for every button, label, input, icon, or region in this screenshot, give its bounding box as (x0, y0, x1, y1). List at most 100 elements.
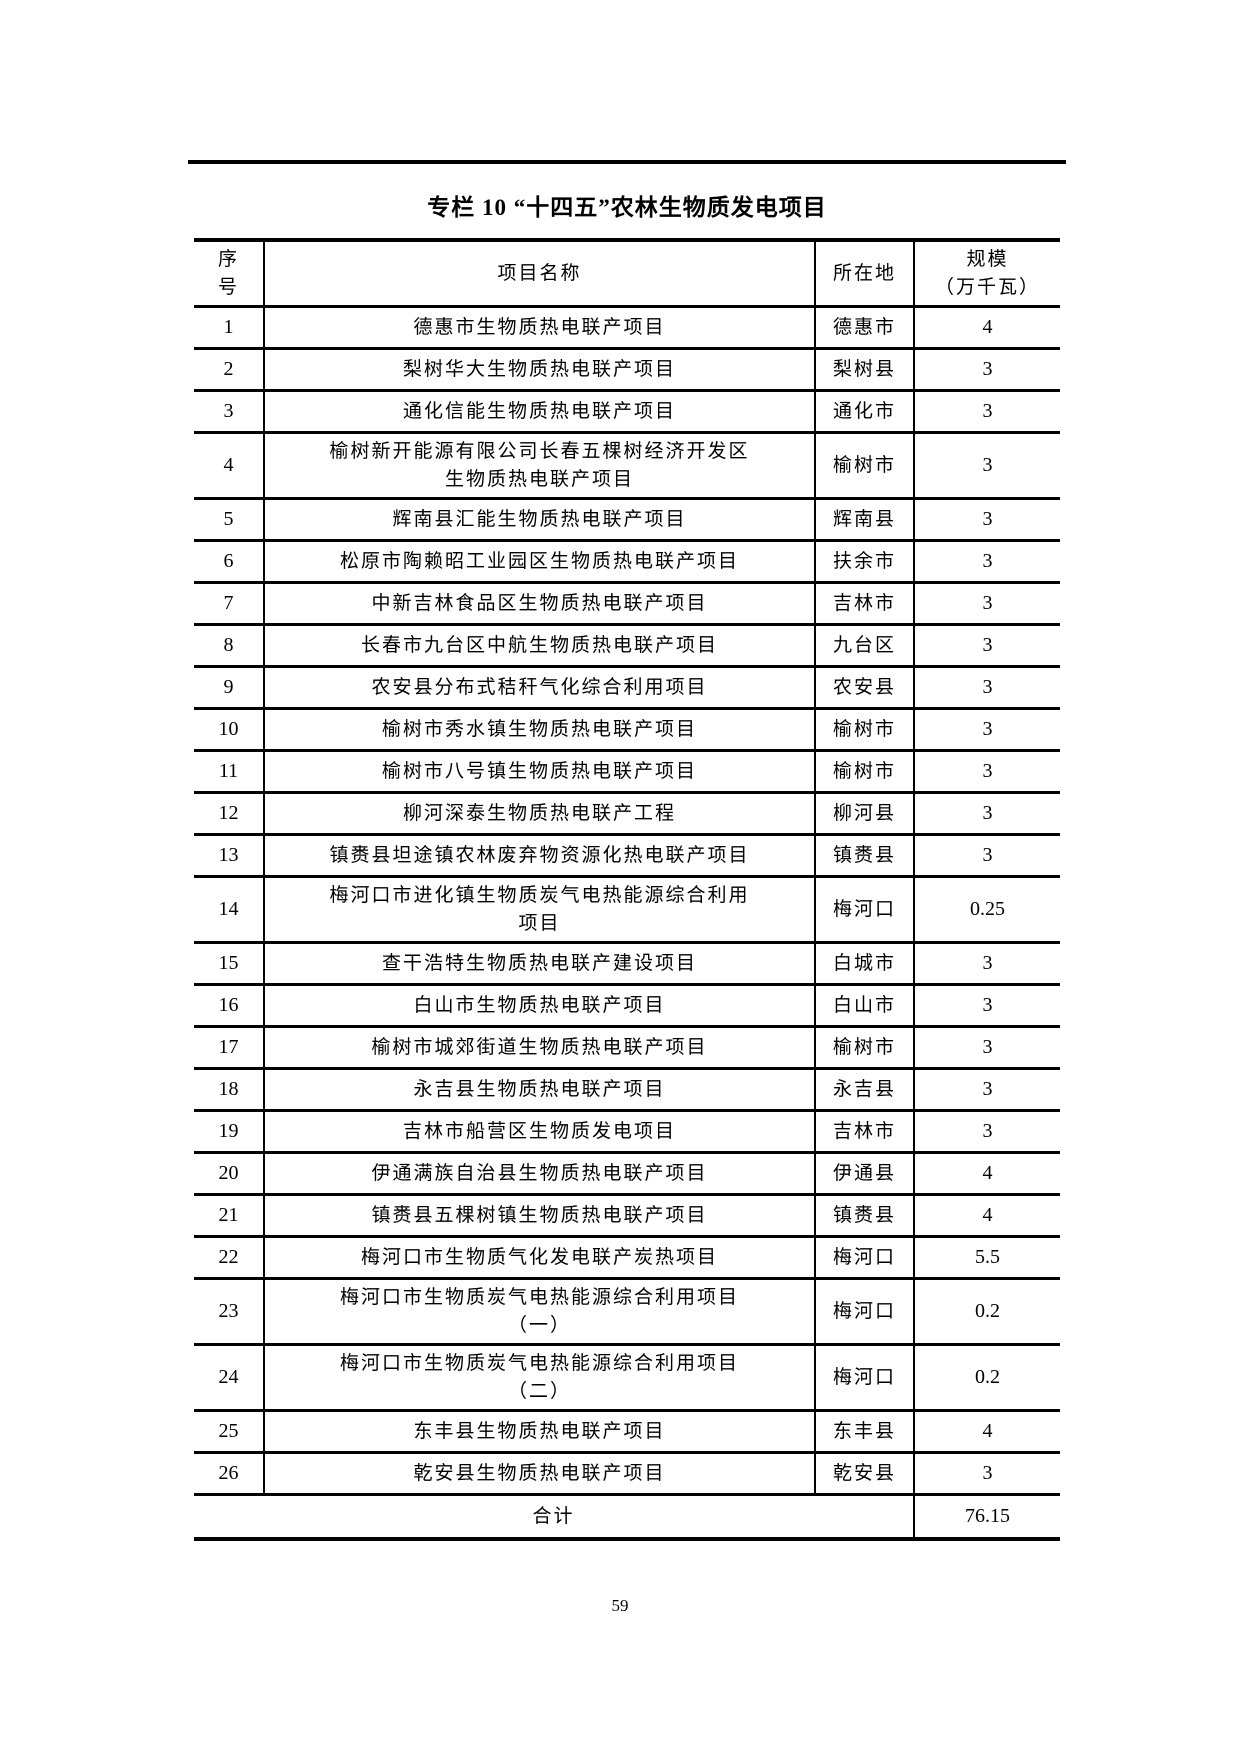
cell-scale: 3 (913, 791, 1060, 837)
table-row: 12 柳河深泰生物质热电联产工程 柳河县 3 (194, 791, 1060, 837)
cell-index: 1 (194, 305, 265, 351)
cell-location: 梅河口 (814, 875, 915, 945)
total-value: 76.15 (913, 1493, 1060, 1541)
table-row: 16 白山市生物质热电联产项目 白山市 3 (194, 983, 1060, 1029)
cell-location: 伊通县 (814, 1151, 915, 1197)
cell-scale: 3 (913, 539, 1060, 585)
cell-index: 15 (194, 941, 265, 987)
cell-scale: 3 (913, 665, 1060, 711)
cell-scale: 4 (913, 1409, 1060, 1455)
box-top-rule (188, 160, 1066, 164)
table-row: 23 梅河口市生物质炭气电热能源综合利用项目 （一） 梅河口 0.2 (194, 1277, 1060, 1347)
cell-location: 扶余市 (814, 539, 915, 585)
cell-project-name: 榆树市秀水镇生物质热电联产项目 (263, 707, 816, 753)
cell-scale: 4 (913, 1151, 1060, 1197)
cell-location: 榆树市 (814, 1025, 915, 1071)
cell-location: 梨树县 (814, 347, 915, 393)
cell-location: 通化市 (814, 389, 915, 435)
cell-scale: 3 (913, 623, 1060, 669)
cell-scale: 3 (913, 1451, 1060, 1497)
cell-index: 18 (194, 1067, 265, 1113)
table-row: 15 查干浩特生物质热电联产建设项目 白城市 3 (194, 941, 1060, 987)
cell-scale: 5.5 (913, 1235, 1060, 1281)
cell-location: 乾安县 (814, 1451, 915, 1497)
cell-project-name: 乾安县生物质热电联产项目 (263, 1451, 816, 1497)
cell-index: 5 (194, 497, 265, 543)
cell-location: 德惠市 (814, 305, 915, 351)
page-title: 专栏 10 “十四五”农林生物质发电项目 (427, 195, 827, 220)
cell-scale: 3 (913, 1067, 1060, 1113)
cell-project-name: 长春市九台区中航生物质热电联产项目 (263, 623, 816, 669)
cell-location: 榆树市 (814, 431, 915, 501)
cell-scale: 3 (913, 707, 1060, 753)
cell-index: 4 (194, 431, 265, 501)
cell-scale: 3 (913, 581, 1060, 627)
cell-index: 19 (194, 1109, 265, 1155)
cell-project-name: 德惠市生物质热电联产项目 (263, 305, 816, 351)
cell-scale: 0.2 (913, 1343, 1060, 1413)
cell-project-name: 镇赉县五棵树镇生物质热电联产项目 (263, 1193, 816, 1239)
cell-project-name: 通化信能生物质热电联产项目 (263, 389, 816, 435)
cell-location: 吉林市 (814, 1109, 915, 1155)
cell-index: 13 (194, 833, 265, 879)
cell-location: 镇赉县 (814, 833, 915, 879)
cell-location: 榆树市 (814, 749, 915, 795)
cell-project-name: 东丰县生物质热电联产项目 (263, 1409, 816, 1455)
cell-project-name: 榆树市八号镇生物质热电联产项目 (263, 749, 816, 795)
cell-scale: 3 (913, 1025, 1060, 1071)
cell-scale: 3 (913, 347, 1060, 393)
table-row: 24 梅河口市生物质炭气电热能源综合利用项目 （二） 梅河口 0.2 (194, 1343, 1060, 1413)
cell-index: 23 (194, 1277, 265, 1347)
cell-scale: 4 (913, 305, 1060, 351)
cell-location: 柳河县 (814, 791, 915, 837)
table-row: 13 镇赉县坦途镇农林废弃物资源化热电联产项目 镇赉县 3 (194, 833, 1060, 879)
cell-location: 镇赉县 (814, 1193, 915, 1239)
cell-index: 26 (194, 1451, 265, 1497)
cell-scale: 3 (913, 749, 1060, 795)
cell-scale: 0.25 (913, 875, 1060, 945)
cell-location: 白山市 (814, 983, 915, 1029)
cell-project-name: 榆树新开能源有限公司长春五棵树经济开发区 生物质热电联产项目 (263, 431, 816, 501)
cell-index: 16 (194, 983, 265, 1029)
cell-scale: 3 (913, 941, 1060, 987)
cell-project-name: 白山市生物质热电联产项目 (263, 983, 816, 1029)
cell-project-name: 辉南县汇能生物质热电联产项目 (263, 497, 816, 543)
table-row: 2 梨树华大生物质热电联产项目 梨树县 3 (194, 347, 1060, 393)
cell-project-name: 中新吉林食品区生物质热电联产项目 (263, 581, 816, 627)
table-row: 6 松原市陶赖昭工业园区生物质热电联产项目 扶余市 3 (194, 539, 1060, 585)
table-row: 8 长春市九台区中航生物质热电联产项目 九台区 3 (194, 623, 1060, 669)
page-number: 59 (611, 1596, 629, 1615)
table-row: 21 镇赉县五棵树镇生物质热电联产项目 镇赉县 4 (194, 1193, 1060, 1239)
cell-location: 梅河口 (814, 1343, 915, 1413)
table-row: 3 通化信能生物质热电联产项目 通化市 3 (194, 389, 1060, 435)
table-row: 11 榆树市八号镇生物质热电联产项目 榆树市 3 (194, 749, 1060, 795)
cell-scale: 3 (913, 833, 1060, 879)
cell-project-name: 梅河口市生物质炭气电热能源综合利用项目 （一） (263, 1277, 816, 1347)
cell-location: 东丰县 (814, 1409, 915, 1455)
cell-project-name: 查干浩特生物质热电联产建设项目 (263, 941, 816, 987)
total-row: 合计 76.15 (194, 1493, 1060, 1541)
cell-index: 17 (194, 1025, 265, 1071)
cell-scale: 3 (913, 431, 1060, 501)
table-header: 序 号 项目名称 所在地 规模 （万千瓦） (194, 238, 1060, 309)
header-index: 序 号 (194, 238, 265, 309)
total-label: 合计 (194, 1493, 915, 1541)
cell-project-name: 永吉县生物质热电联产项目 (263, 1067, 816, 1113)
cell-project-name: 农安县分布式秸秆气化综合利用项目 (263, 665, 816, 711)
cell-index: 12 (194, 791, 265, 837)
cell-scale: 3 (913, 497, 1060, 543)
table-row: 7 中新吉林食品区生物质热电联产项目 吉林市 3 (194, 581, 1060, 627)
cell-project-name: 伊通满族自治县生物质热电联产项目 (263, 1151, 816, 1197)
table-row: 4 榆树新开能源有限公司长春五棵树经济开发区 生物质热电联产项目 榆树市 3 (194, 431, 1060, 501)
table-row: 18 永吉县生物质热电联产项目 永吉县 3 (194, 1067, 1060, 1113)
cell-index: 24 (194, 1343, 265, 1413)
cell-location: 白城市 (814, 941, 915, 987)
cell-scale: 3 (913, 1109, 1060, 1155)
cell-project-name: 柳河深泰生物质热电联产工程 (263, 791, 816, 837)
cell-index: 3 (194, 389, 265, 435)
cell-location: 九台区 (814, 623, 915, 669)
cell-index: 8 (194, 623, 265, 669)
table-row: 9 农安县分布式秸秆气化综合利用项目 农安县 3 (194, 665, 1060, 711)
cell-scale: 3 (913, 983, 1060, 1029)
cell-index: 6 (194, 539, 265, 585)
